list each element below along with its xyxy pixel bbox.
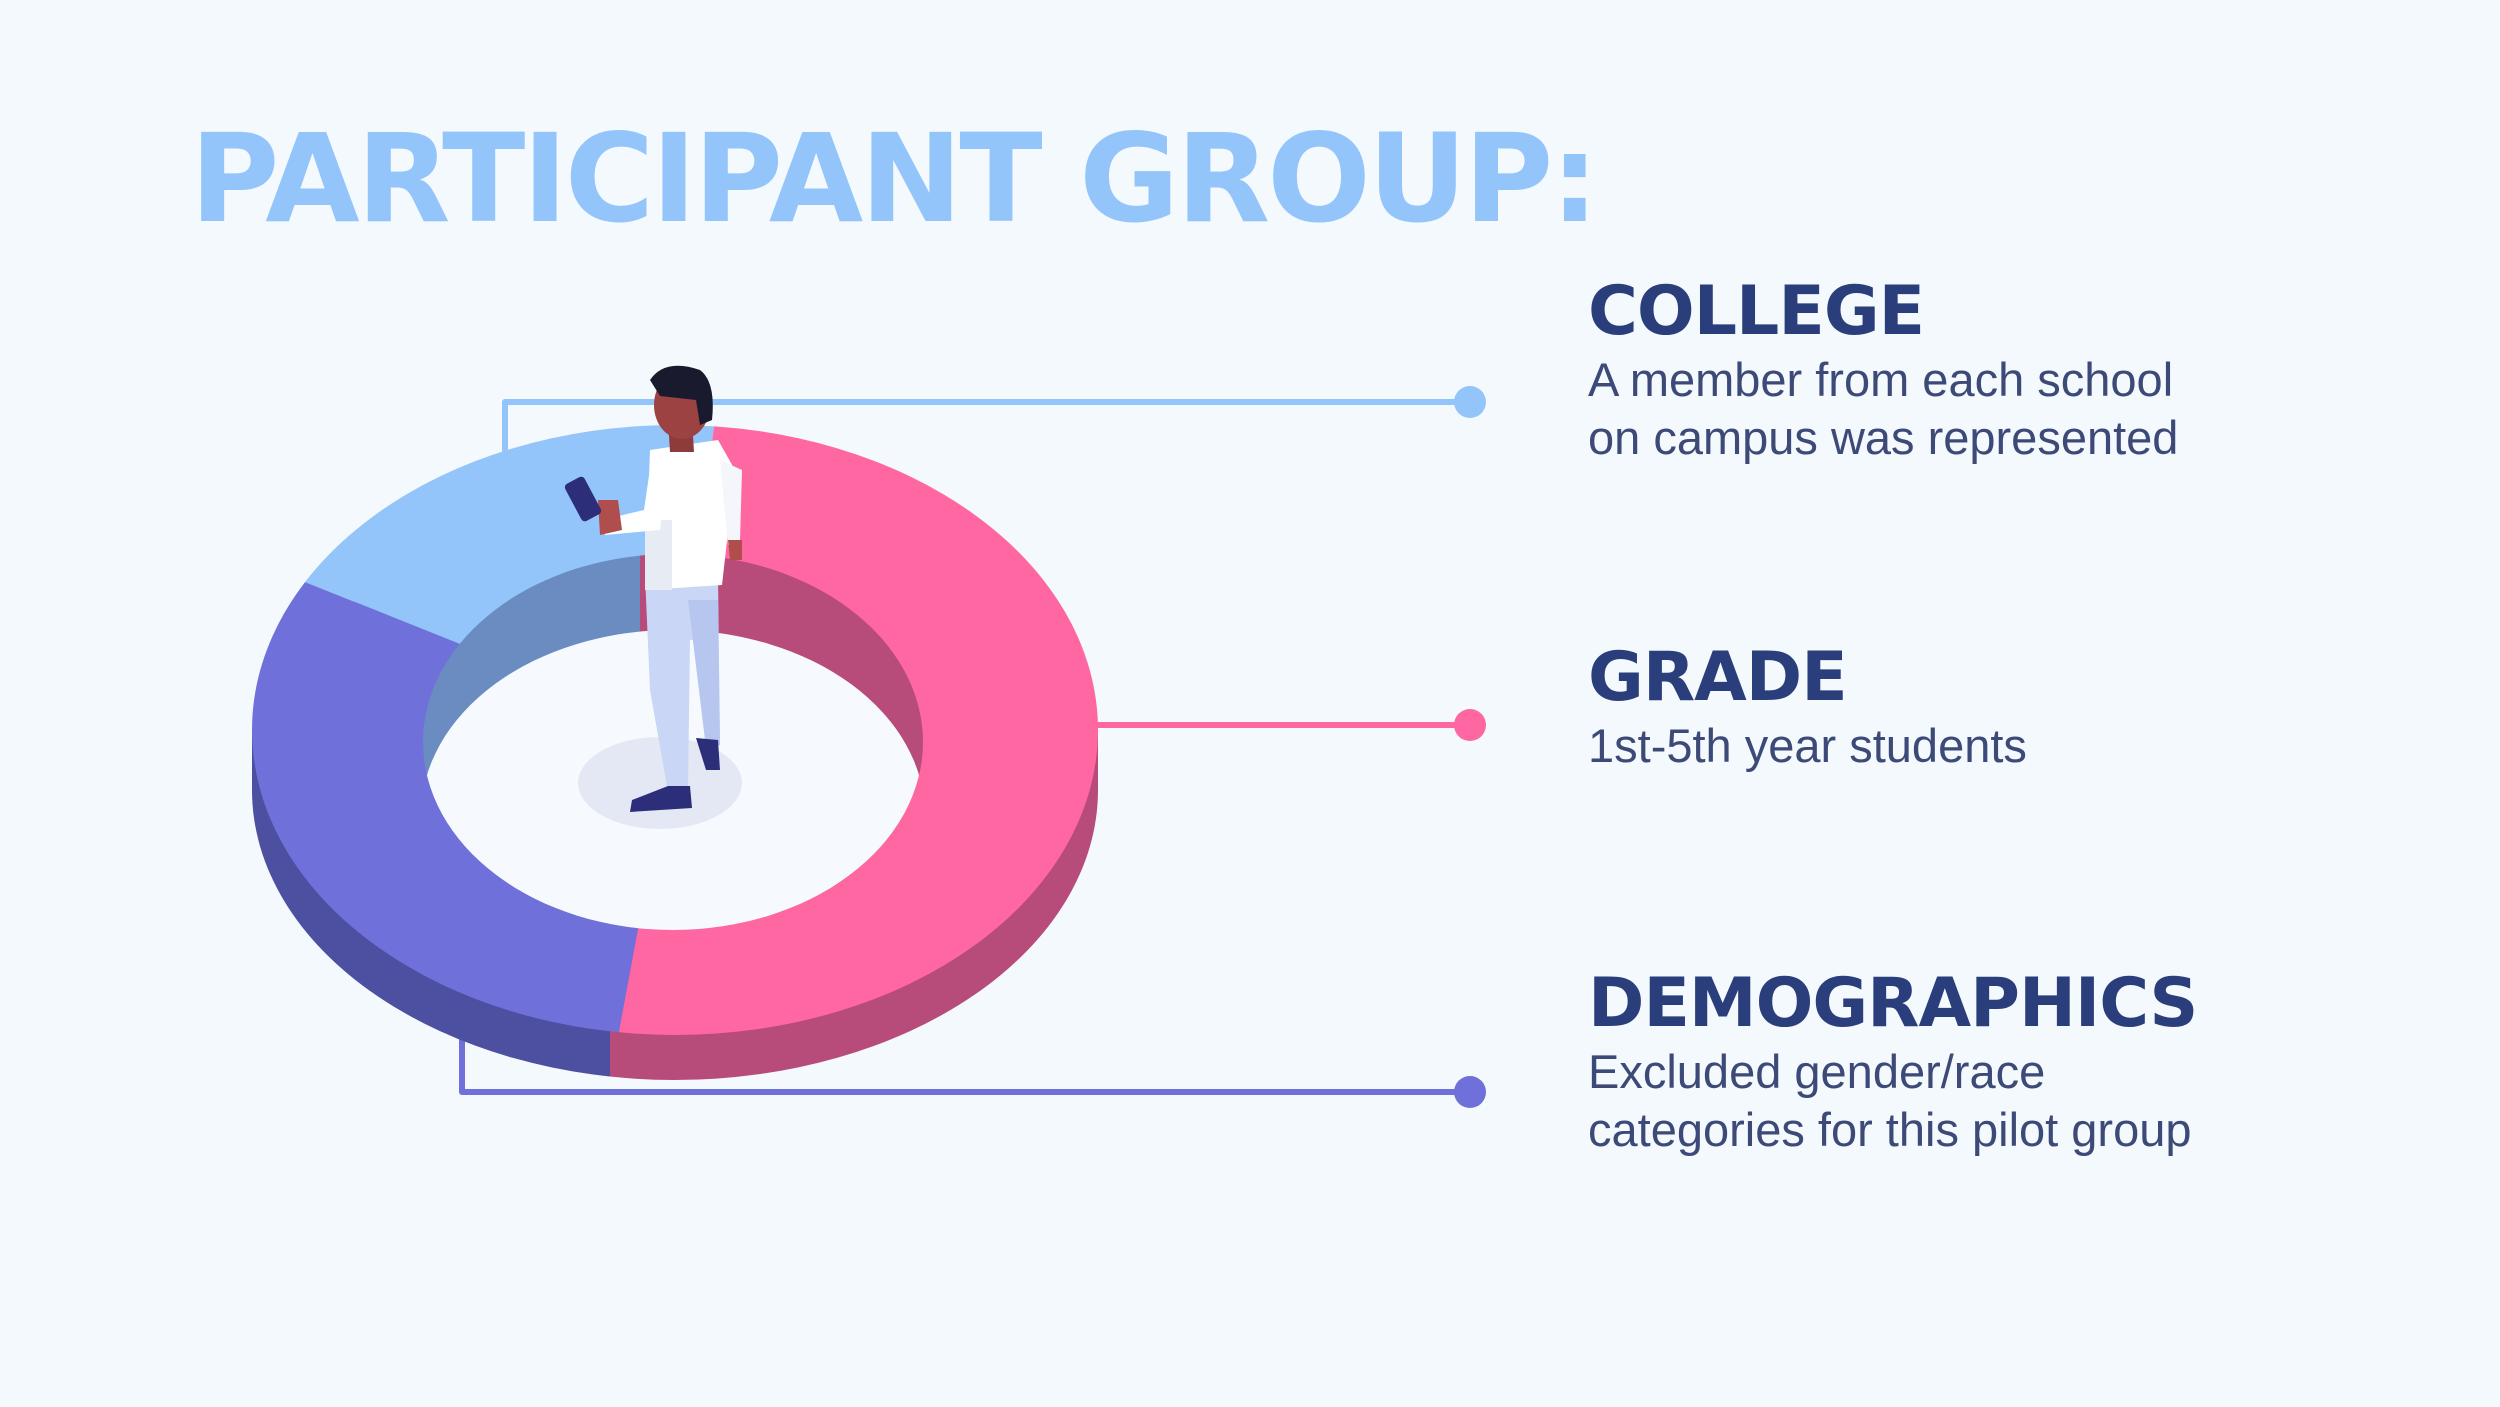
connector-college	[502, 399, 1468, 460]
person-figure	[564, 365, 742, 829]
item-heading-demographics: DEMOGRAPHICS	[1588, 964, 2198, 1043]
item-college: COLLEGE A member from each school on cam…	[1588, 276, 2208, 466]
connector-dots	[1454, 386, 1486, 1108]
person-shoes	[630, 786, 692, 812]
person-hair	[650, 365, 713, 425]
item-heading-college: COLLEGE	[1588, 272, 1925, 351]
floor-shadow	[578, 737, 742, 829]
phone	[564, 476, 602, 522]
item-heading-grade: GRADE	[1588, 638, 1848, 717]
item-demographics: DEMOGRAPHICS Excluded gender/race catego…	[1588, 968, 2208, 1158]
item-text-college: A member from each school on campus was …	[1588, 353, 2179, 464]
item-text-demographics: Excluded gender/race categories for this…	[1588, 1045, 2192, 1156]
item-text-grade: 1st-5th year students	[1588, 719, 2027, 773]
dot-college	[1454, 386, 1486, 418]
item-grade: GRADE 1st-5th year students	[1588, 642, 2208, 775]
dot-demographics	[1454, 1076, 1486, 1108]
dot-grade	[1454, 709, 1486, 741]
page-title: PARTICIPANT GROUP:	[190, 108, 1599, 250]
